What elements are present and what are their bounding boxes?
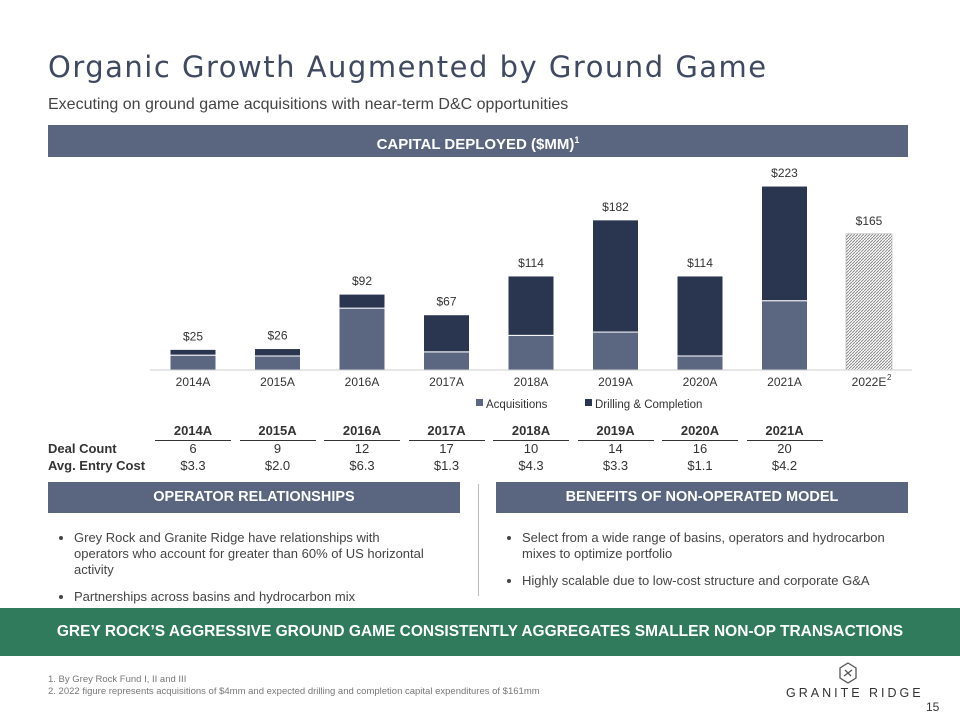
bullet-list: Select from a wide range of basins, oper… xyxy=(500,530,922,600)
total-label: $67 xyxy=(436,295,456,309)
cell: $1.1 xyxy=(687,458,713,473)
bar-segment xyxy=(592,331,639,371)
bullet: Grey Rock and Granite Ridge have relatio… xyxy=(74,530,434,578)
column-header: 2021A xyxy=(746,423,823,441)
x-tick-label: 2015A xyxy=(260,375,295,389)
x-tick-label: 2017A xyxy=(429,375,464,389)
column-header: 2015A xyxy=(239,423,316,441)
bar-segment xyxy=(423,351,470,371)
cell: 10 xyxy=(523,441,539,456)
bar-segment xyxy=(338,307,386,371)
footnote: 2. 2022 figure represents acquisitions o… xyxy=(48,686,540,697)
cell: $4.3 xyxy=(518,458,544,473)
logo-icon xyxy=(839,662,857,684)
x-tick-label: 2014A xyxy=(176,375,211,389)
total-label: $25 xyxy=(183,329,203,343)
bar-segment xyxy=(676,275,724,357)
bar-segment xyxy=(592,219,639,333)
logo: GRANITE RIDGE xyxy=(786,686,924,700)
x-tick-label: 2021A xyxy=(767,375,802,389)
row-label: Deal Count xyxy=(48,441,117,456)
x-tick-label: 2020A xyxy=(683,375,718,389)
chart-heading: CAPITAL DEPLOYED ($MM)1 xyxy=(48,125,908,157)
footnote-mark: 1 xyxy=(574,135,580,145)
column-header: 2020A xyxy=(662,423,738,441)
cell: 14 xyxy=(608,441,623,456)
column-header: 2018A xyxy=(493,423,569,441)
cell: 12 xyxy=(354,441,370,456)
column-header: 2019A xyxy=(577,423,654,441)
total-label: $26 xyxy=(267,329,287,343)
cell: $2.0 xyxy=(264,458,291,473)
footnote-mark: 2 xyxy=(887,373,892,382)
bar-segment xyxy=(507,275,555,336)
cell: $1.3 xyxy=(433,458,460,473)
bar-segment xyxy=(761,300,808,371)
divider xyxy=(478,484,479,596)
bar-segment xyxy=(254,355,301,371)
bullet: Highly scalable due to low-cost structur… xyxy=(522,573,922,589)
cell: $3.3 xyxy=(602,458,629,473)
total-label: $165 xyxy=(856,214,883,228)
bullet: Select from a wide range of basins, oper… xyxy=(522,530,922,562)
panel-heading: OPERATOR RELATIONSHIPS xyxy=(48,482,460,513)
footnote: 1. By Grey Rock Fund I, II and III xyxy=(48,674,187,685)
bar-segment xyxy=(338,293,386,309)
x-tick-label: 2018A xyxy=(514,375,549,389)
chart-title: CAPITAL DEPLOYED ($MM) xyxy=(376,136,575,153)
deal-table: 2014A 2015A 2016A 2017A 2018A 2019A 2020A 2021A… xyxy=(0,420,960,476)
cell: 6 xyxy=(189,441,197,456)
cell: 16 xyxy=(692,441,708,456)
estimate-bar xyxy=(845,233,893,371)
panel-heading: BENEFITS OF NON-OPERATED MODEL xyxy=(496,482,908,513)
bar-segment xyxy=(761,185,808,302)
legend-label: Drilling & Completion xyxy=(595,399,702,411)
bar-segment xyxy=(169,348,217,356)
bar-segment xyxy=(169,354,217,371)
bar-segment xyxy=(507,334,555,371)
legend-swatch xyxy=(585,399,592,406)
total-label: $114 xyxy=(518,256,544,270)
title: Organic Growth Augmented by Ground Game xyxy=(48,50,768,84)
column-header: 2014A xyxy=(155,423,231,441)
page-number: 15 xyxy=(926,700,940,714)
total-label: $182 xyxy=(602,200,629,214)
cell: 17 xyxy=(439,441,454,456)
legend-label: Acquisitions xyxy=(486,399,548,411)
legend-swatch xyxy=(476,399,483,406)
footnotes: 1. By Grey Rock Fund I, II and III 2. 202… xyxy=(48,674,540,698)
banner: GREY ROCK’S AGGRESSIVE GROUND GAME CONSI… xyxy=(0,608,960,656)
bullet-list: Grey Rock and Granite Ridge have relatio… xyxy=(52,530,434,616)
subtitle: Executing on ground game acquisitions wi… xyxy=(48,96,569,113)
bar-segment xyxy=(423,314,470,353)
cell: $3.3 xyxy=(180,458,206,473)
x-tick-label: 2016A xyxy=(345,375,380,389)
bar-segment xyxy=(676,355,724,371)
chart: $25 2014A $26 2015A $92 2016A $67 2017A $114 2018… xyxy=(150,166,912,411)
x-tick-label: 2019A xyxy=(598,375,633,389)
column-header: 2016A xyxy=(324,423,400,441)
total-label: $223 xyxy=(771,166,798,180)
row-label: Avg. Entry Cost xyxy=(48,458,146,473)
cell: 9 xyxy=(273,441,282,456)
total-label: $92 xyxy=(352,274,372,288)
cell: 20 xyxy=(777,441,792,456)
x-tick-label: 2022E xyxy=(852,375,887,389)
bar-segment xyxy=(254,348,301,357)
column-header: 2017A xyxy=(408,423,485,441)
bullet: Partnerships across basins and hydrocarb… xyxy=(74,589,434,605)
cell: $4.2 xyxy=(771,458,798,473)
cell: $6.3 xyxy=(349,458,375,473)
total-label: $114 xyxy=(687,256,713,270)
